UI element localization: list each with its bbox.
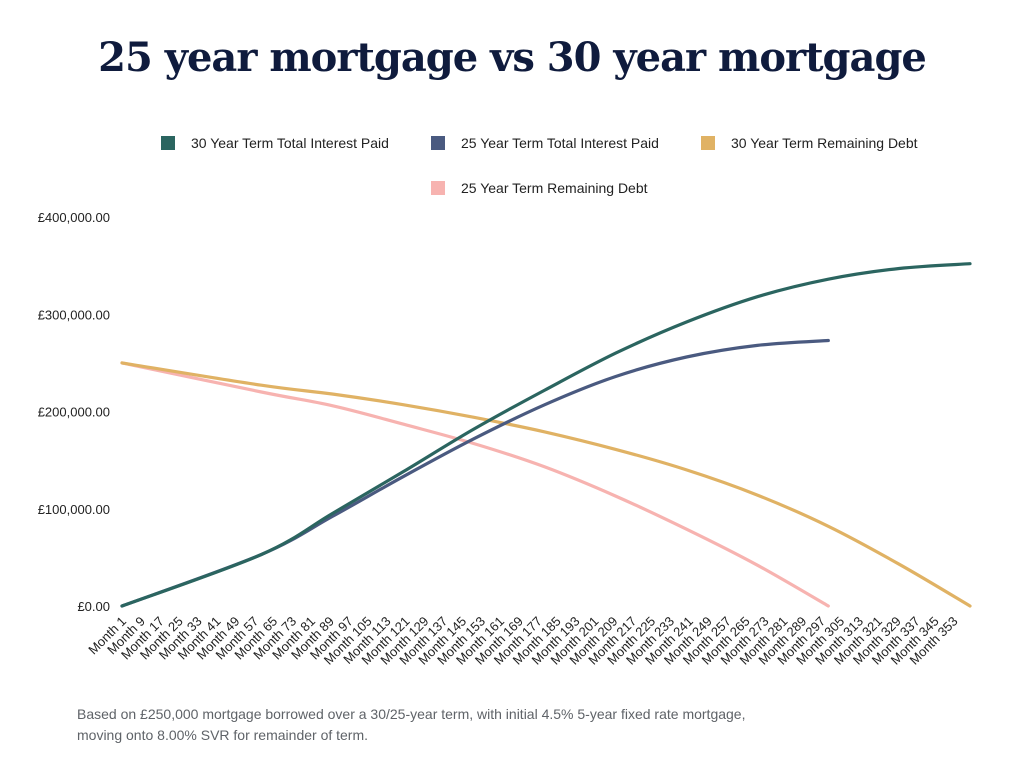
chart-legend: 30 Year Term Total Interest Paid 25 Year… [0,0,1024,200]
legend-item-25yr-interest: 25 Year Term Total Interest Paid [431,135,659,151]
y-tick-label: £0.00 [77,599,110,614]
legend-label-30yr-debt: 30 Year Term Remaining Debt [731,135,918,151]
y-tick-label: £200,000.00 [38,405,110,420]
legend-item-30yr-debt: 30 Year Term Remaining Debt [701,135,918,151]
y-axis: £0.00 £100,000.00 £200,000.00 £300,000.00 £4… [38,210,110,614]
footnote: Based on £250,000 mortgage borrowed over… [77,704,957,746]
footnote-line-1: Based on £250,000 mortgage borrowed over… [77,706,746,722]
legend-swatch-25yr-debt [431,181,445,195]
footnote-line-2: moving onto 8.00% SVR for remainder of t… [77,727,369,743]
y-tick-label: £300,000.00 [38,307,110,322]
series-layer [120,262,972,608]
legend-label-25yr-debt: 25 Year Term Remaining Debt [461,180,648,196]
legend-label-30yr-interest: 30 Year Term Total Interest Paid [191,135,389,151]
y-tick-label: £400,000.00 [38,210,110,225]
series-30yr-interest-line [120,262,972,608]
series-25yr-debt-line [120,361,830,608]
legend-item-30yr-interest: 30 Year Term Total Interest Paid [161,135,389,151]
legend-label-25yr-interest: 25 Year Term Total Interest Paid [461,135,659,151]
legend-swatch-30yr-debt [701,136,715,150]
line-chart: £0.00 £100,000.00 £200,000.00 £300,000.00 £4… [38,210,972,668]
legend-item-25yr-debt: 25 Year Term Remaining Debt [431,180,648,196]
legend-swatch-30yr-interest [161,136,175,150]
legend-swatch-25yr-interest [431,136,445,150]
chart-title: 25 year mortgage vs 30 year mortgage [98,34,927,81]
y-tick-label: £100,000.00 [38,502,110,517]
series-30yr-debt-line [120,361,972,608]
